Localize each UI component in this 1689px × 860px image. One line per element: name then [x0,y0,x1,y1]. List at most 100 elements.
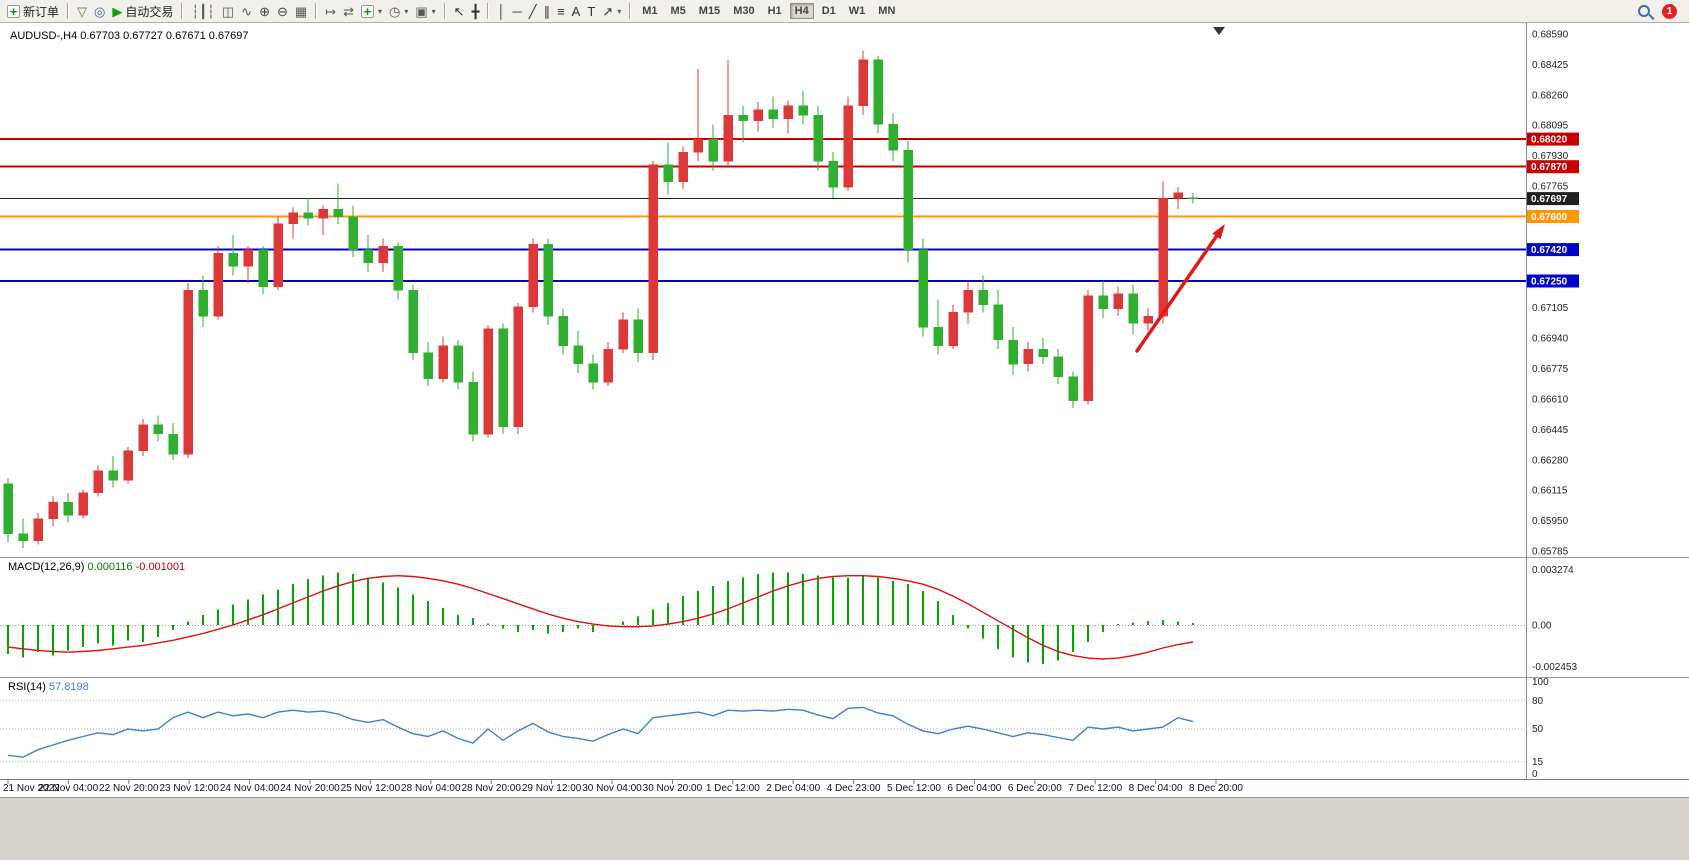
templates-icon: ▣ [415,3,428,19]
text-icon[interactable]: A [569,1,584,21]
dropdown-caret-icon[interactable]: ▾ [377,6,382,16]
toolbar-buttons: + 新订单 ▽ ◎ ▶ 自动交易 ┆┃┆ ◫ ∿ ⊕ ⊖ ▦ ↦ ⇄ + ▾ ◷ ▾ ▣ ▾ ↖ ╋ │ ─ ╱ ∥ ≡ A T ↗ ▾ M1… [4,0,901,22]
time-axis-label: 4 Dec 23:00 [827,783,881,794]
auto-scroll-icon[interactable]: ↦ [322,1,339,21]
timeframe-m1-button[interactable]: M1 [637,3,662,19]
indicators-button[interactable]: + ▾ [358,1,385,21]
candlestick-chart-icon[interactable]: ◫ [219,1,237,21]
candles [3,50,1198,549]
time-axis-label: 28 Nov 20:00 [461,783,521,794]
candle [978,289,988,306]
price-tick-label: 0.68260 [1532,90,1569,101]
crosshair-icon[interactable]: ╋ [469,1,483,21]
candle [1188,197,1198,199]
timeframe-h4-button[interactable]: H4 [789,3,814,19]
timeframe-m15-button[interactable]: M15 [694,3,725,19]
price-tick-label: 0.66775 [1532,364,1569,375]
time-axis-label: 30 Nov 20:00 [643,783,703,794]
toolbar: + 新订单 ▽ ◎ ▶ 自动交易 ┆┃┆ ◫ ∿ ⊕ ⊖ ▦ ↦ ⇄ + ▾ ◷ ▾ ▣ ▾ ↖ ╋ │ ─ ╱ ∥ ≡ A T ↗ ▾ M1… [0,0,1689,23]
candle [333,208,343,217]
vertical-line-icon: │ [497,3,506,19]
time-axis-label: 29 Nov 12:00 [522,783,582,794]
candle [423,352,433,379]
price-tick-label: 0.65785 [1532,547,1569,558]
horizontal-line-icon: ─ [512,3,522,19]
toolbar-right: 1 [1638,3,1685,19]
periods-button[interactable]: ◷ ▾ [386,1,411,21]
autotrading-button[interactable]: ▶ 自动交易 [109,1,176,21]
channel-icon[interactable]: ∥ [541,1,554,21]
time-axis-label: 22 Nov 04:00 [39,783,99,794]
chart-canvas[interactable]: AUDUSD-,H4 0.67703 0.67727 0.67671 0.676… [0,23,1689,797]
bar-chart-icon[interactable]: ┆┃┆ [188,1,217,21]
text-icon: A [571,3,581,19]
price-tag [1527,210,1579,223]
trend-arrow-head[interactable] [1212,224,1225,240]
autotrading-icon: ▶ [112,3,123,19]
periods-icon: ◷ [389,3,401,19]
vertical-line-icon[interactable]: │ [494,1,508,21]
timeframe-mn-button[interactable]: MN [873,3,900,19]
main-chart-panel: AUDUSD-,H4 0.67703 0.67727 0.67671 0.676… [0,27,1526,549]
candle [303,212,313,219]
tile-windows-icon[interactable]: ▦ [292,1,310,21]
candle [888,124,898,151]
candle [1083,295,1093,402]
zoom-out-icon[interactable]: ⊖ [274,1,291,21]
candle [1053,356,1063,378]
timeframe-m30-button[interactable]: M30 [728,3,759,19]
dropdown-caret-icon[interactable]: ▾ [404,6,409,16]
profiles-icon[interactable]: ▽ [74,1,90,21]
cursor-icon[interactable]: ↖ [451,1,468,21]
label-icon: T [587,3,596,19]
timeframe-h1-button[interactable]: H1 [763,3,787,19]
price-tick-label: 0.68590 [1532,30,1569,41]
time-axis-label: 1 Dec 12:00 [706,783,760,794]
candle [153,424,163,435]
time-axis-label: 28 Nov 04:00 [401,783,461,794]
toolbar-separator [315,3,318,19]
trend-arrow[interactable] [1135,235,1218,353]
zoom-in-icon[interactable]: ⊕ [256,1,273,21]
candle [18,533,28,542]
dropdown-caret-icon[interactable]: ▾ [617,6,622,16]
time-axis-label: 2 Dec 04:00 [766,783,820,794]
rsi-scale-label: 0 [1532,769,1538,780]
fibonacci-icon[interactable]: ≡ [554,1,568,21]
new-order-button[interactable]: + 新订单 [4,1,62,21]
timeframe-w1-button[interactable]: W1 [844,3,871,19]
timeframe-d1-button[interactable]: D1 [817,3,841,19]
trendline-icon[interactable]: ╱ [526,1,540,21]
toolbar-separator [629,3,632,19]
line-chart-icon[interactable]: ∿ [238,1,255,21]
candle [948,312,958,346]
market-watch-icon[interactable]: ◎ [91,1,108,21]
price-tick-label: 0.66280 [1532,455,1569,466]
horizontal-line-icon[interactable]: ─ [510,1,525,21]
search-icon[interactable] [1638,5,1650,17]
chart-title: AUDUSD-,H4 0.67703 0.67727 0.67671 0.676… [10,30,249,42]
label-icon[interactable]: T [584,1,598,21]
price-tag-label: 0.67600 [1531,212,1568,223]
candle [933,326,943,346]
candle [393,245,403,291]
price-tag [1527,274,1579,288]
arrows-icon[interactable]: ↗ ▾ [599,1,624,21]
candle [603,348,613,383]
timeframe-m5-button[interactable]: M5 [666,3,691,19]
autotrading-button-label: 自动交易 [125,4,174,19]
shift-marker-icon [1213,27,1225,35]
indicators-icon: + [360,4,374,18]
candle [588,363,598,383]
chart-shift-icon[interactable]: ⇄ [340,1,357,21]
time-axis-label: 22 Nov 20:00 [99,783,159,794]
candle [363,249,373,263]
templates-button[interactable]: ▣ ▾ [412,1,438,21]
time-axis-label: 30 Nov 04:00 [582,783,642,794]
candle [693,138,703,153]
notification-badge[interactable]: 1 [1662,3,1677,19]
price-tag [1527,132,1579,146]
window-background [0,797,1689,860]
dropdown-caret-icon[interactable]: ▾ [431,6,436,16]
